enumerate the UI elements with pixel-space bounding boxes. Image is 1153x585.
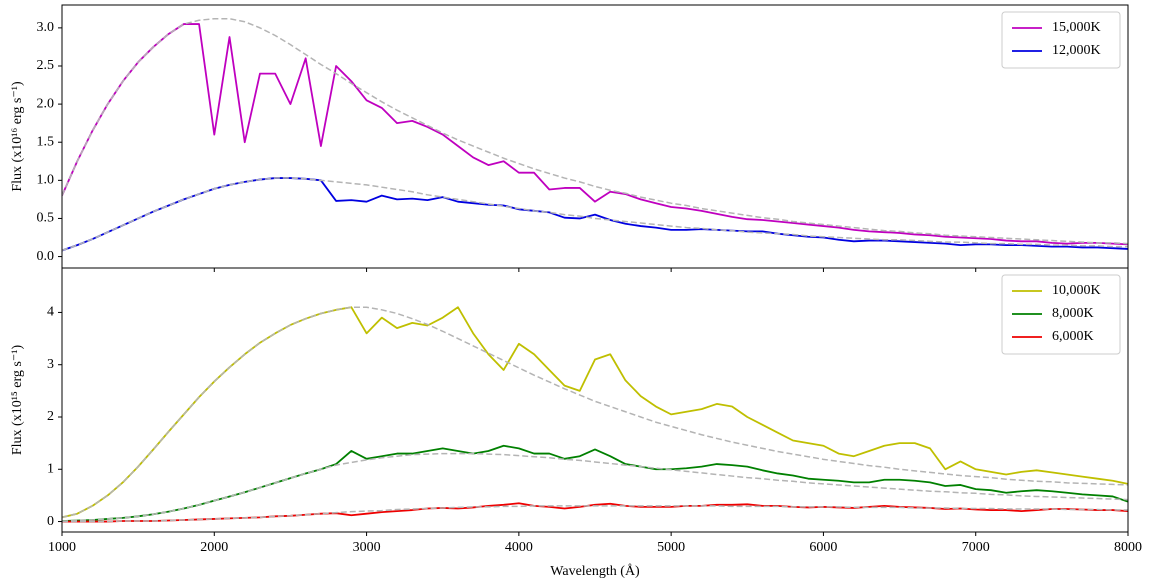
x-tick-label: 5000 <box>657 540 685 555</box>
spectrum-line <box>62 502 1128 523</box>
legend-label: 6,000K <box>1052 329 1094 344</box>
axes-frame <box>61 4 1129 269</box>
legend-label: 15,000K <box>1052 20 1101 35</box>
y-tick-label: 4 <box>47 305 54 320</box>
model-curve <box>62 452 1128 522</box>
y-tick-label: 0.5 <box>37 211 55 226</box>
model-curve <box>62 306 1128 519</box>
y-tick-label: 1.0 <box>37 173 55 188</box>
legend-label: 8,000K <box>1052 306 1094 321</box>
legend-label: 12,000K <box>1052 43 1101 58</box>
model-curve <box>62 505 1128 523</box>
x-tick-label: 6000 <box>809 540 837 555</box>
axes-frame <box>61 267 1129 533</box>
y-tick-label: 2.5 <box>37 58 55 73</box>
y-tick-label: 0.0 <box>37 249 55 264</box>
spectrum-line <box>62 177 1128 252</box>
legend-box <box>1001 11 1121 69</box>
legend-label: 10,000K <box>1052 283 1101 298</box>
y-tick-label: 2 <box>47 409 54 424</box>
model-curve <box>62 177 1128 252</box>
model-curve <box>62 17 1128 245</box>
y-tick-label: 2.0 <box>37 96 55 111</box>
y-tick-label: 0 <box>47 514 54 529</box>
x-tick-label: 3000 <box>353 540 381 555</box>
x-tick-label: 4000 <box>505 540 533 555</box>
x-tick-label: 1000 <box>48 540 76 555</box>
y-axis-label: Flux (x10¹⁵ erg s⁻¹) <box>10 345 25 456</box>
spectrum-line <box>62 23 1128 246</box>
y-axis-label: Flux (x10¹⁶ erg s⁻¹) <box>10 81 25 192</box>
y-tick-label: 1.5 <box>37 134 55 149</box>
x-tick-label: 7000 <box>962 540 990 555</box>
y-tick-label: 3.0 <box>37 20 55 35</box>
panel <box>62 306 1128 523</box>
y-tick-label: 1 <box>47 461 54 476</box>
spectrum-line <box>62 306 1128 519</box>
x-tick-label: 2000 <box>200 540 228 555</box>
y-tick-label: 3 <box>47 357 54 372</box>
x-axis-label: Wavelength (Å) <box>550 563 640 579</box>
panel <box>62 17 1128 252</box>
x-tick-label: 8000 <box>1114 540 1142 555</box>
legend-box <box>1001 274 1121 355</box>
